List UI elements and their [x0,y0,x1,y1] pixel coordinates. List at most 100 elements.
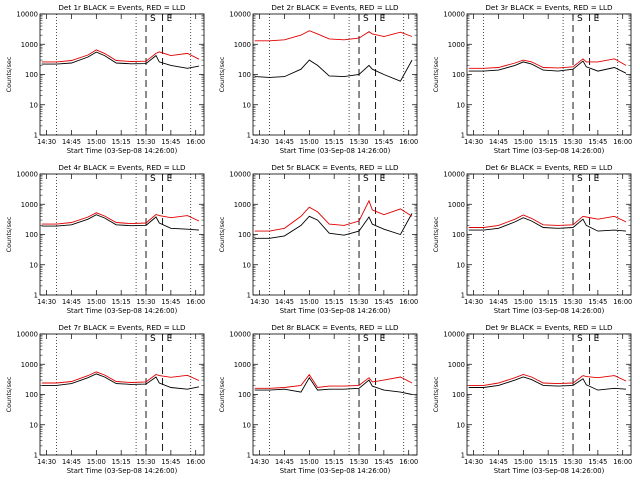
lld-line [41,212,200,225]
plot-frame [39,13,205,136]
y-tick-label: 10 [29,261,38,269]
y-tick-label: 10 [242,421,251,429]
y-tick-label: 1000 [448,361,465,369]
y-tick-label: 1 [461,132,465,140]
x-tick-label: 15:15 [112,138,131,146]
detector-panel-2: Det 2r BLACK = Events, RED = LLD 1 10 100 10… [218,3,418,155]
x-tick-label: 15:00 [514,138,533,146]
x-axis-label: Start Time (03-Sep-08 14:26:00) [494,147,605,155]
x-tick-label: 14:30 [37,458,56,466]
y-tick-label: 10000 [229,331,251,339]
y-tick-label: 1 [461,292,465,300]
plot-frame [466,13,632,136]
lld-line [254,199,413,232]
interval-marker-label: S [577,174,583,184]
y-tick-label: 10 [242,261,251,269]
x-axis-label: Start Time (03-Sep-08 14:26:00) [67,467,178,475]
y-tick-label: 10 [456,261,465,269]
panel-title: Det 6r BLACK = Events, RED = LLD [485,163,613,172]
x-tick-label: 15:00 [300,138,319,146]
y-tick-label: 100 [25,231,38,239]
interval-marker-label: S [150,334,156,344]
interval-marker-label: S [363,334,369,344]
x-tick-label: 15:00 [514,458,533,466]
y-axis-label: Counts/sec [432,56,440,92]
x-tick-label: 15:15 [539,458,558,466]
y-tick-label: 10 [242,101,251,109]
interval-marker-label: E [167,14,173,24]
events-line [468,217,627,232]
events-line [254,59,413,82]
x-tick-label: 14:30 [250,458,269,466]
y-tick-label: 1000 [21,201,38,209]
x-tick-label: 14:30 [37,138,56,146]
x-tick-label: 15:45 [374,298,393,306]
detector-panel-1: Det 1r BLACK = Events, RED = LLD 1 10 100 10… [5,3,205,155]
y-tick-label: 1 [247,452,251,460]
interval-marker-label: S [363,14,369,24]
interval-marker-label: E [167,174,173,184]
x-tick-label: 14:45 [275,138,294,146]
detector-panel-6: Det 6r BLACK = Events, RED = LLD 1 10 100 10… [432,163,632,315]
y-tick-label: 10 [29,101,38,109]
interval-marker-label: S [577,334,583,344]
x-tick-label: 16:00 [186,458,205,466]
y-tick-label: 1 [247,292,251,300]
x-tick-label: 15:00 [87,138,106,146]
x-axis-label: Start Time (03-Sep-08 14:26:00) [494,307,605,315]
y-axis-label: Counts/sec [5,216,13,252]
plot-frame [252,333,418,456]
plot-frame [466,173,632,296]
x-tick-label: 15:15 [112,298,131,306]
y-tick-label: 10000 [16,171,38,179]
plot-frame [252,173,418,296]
y-tick-label: 1000 [448,41,465,49]
y-tick-label: 10 [456,101,465,109]
x-tick-label: 14:45 [62,458,81,466]
x-tick-label: 15:15 [325,298,344,306]
x-tick-label: 15:15 [539,138,558,146]
x-tick-label: 15:45 [588,138,607,146]
panel-title: Det 3r BLACK = Events, RED = LLD [485,3,613,12]
detector-panel-8: Det 8r BLACK = Events, RED = LLD 1 10 100 10… [218,323,418,475]
interval-marker-label: S [363,174,369,184]
panel-title: Det 8r BLACK = Events, RED = LLD [271,323,399,332]
x-axis-label: Start Time (03-Sep-08 14:26:00) [280,307,391,315]
y-tick-label: 10000 [16,331,38,339]
x-tick-label: 14:45 [489,138,508,146]
x-tick-label: 15:30 [137,138,156,146]
x-tick-label: 15:30 [137,458,156,466]
y-tick-label: 10000 [443,331,465,339]
panel-title: Det 4r BLACK = Events, RED = LLD [58,163,186,172]
panel-title: Det 7r BLACK = Events, RED = LLD [58,323,186,332]
y-tick-label: 100 [238,71,251,79]
panel-title: Det 5r BLACK = Events, RED = LLD [271,163,399,172]
x-tick-label: 14:45 [62,138,81,146]
x-tick-label: 15:30 [350,138,369,146]
interval-marker-label: E [167,334,173,344]
events-line [468,376,627,391]
x-tick-label: 14:30 [464,138,483,146]
lld-line [468,214,627,228]
interval-marker-label: E [380,14,386,24]
y-tick-label: 10000 [229,171,251,179]
y-tick-label: 100 [452,71,465,79]
x-tick-label: 16:00 [399,138,418,146]
plot-frame [252,13,418,136]
interval-marker-label: E [594,174,600,184]
y-axis-label: Counts/sec [432,376,440,412]
x-tick-label: 15:30 [564,138,583,146]
y-tick-label: 10000 [229,11,251,19]
y-tick-label: 1000 [21,361,38,369]
interval-marker-label: E [380,334,386,344]
x-tick-label: 14:45 [275,298,294,306]
interval-marker-label: E [594,334,600,344]
x-tick-label: 14:45 [489,298,508,306]
y-tick-label: 10 [29,421,38,429]
y-tick-label: 100 [25,391,38,399]
x-tick-label: 15:30 [137,298,156,306]
y-axis-label: Counts/sec [5,376,13,412]
x-tick-label: 15:30 [350,298,369,306]
y-axis-label: Counts/sec [5,56,13,92]
